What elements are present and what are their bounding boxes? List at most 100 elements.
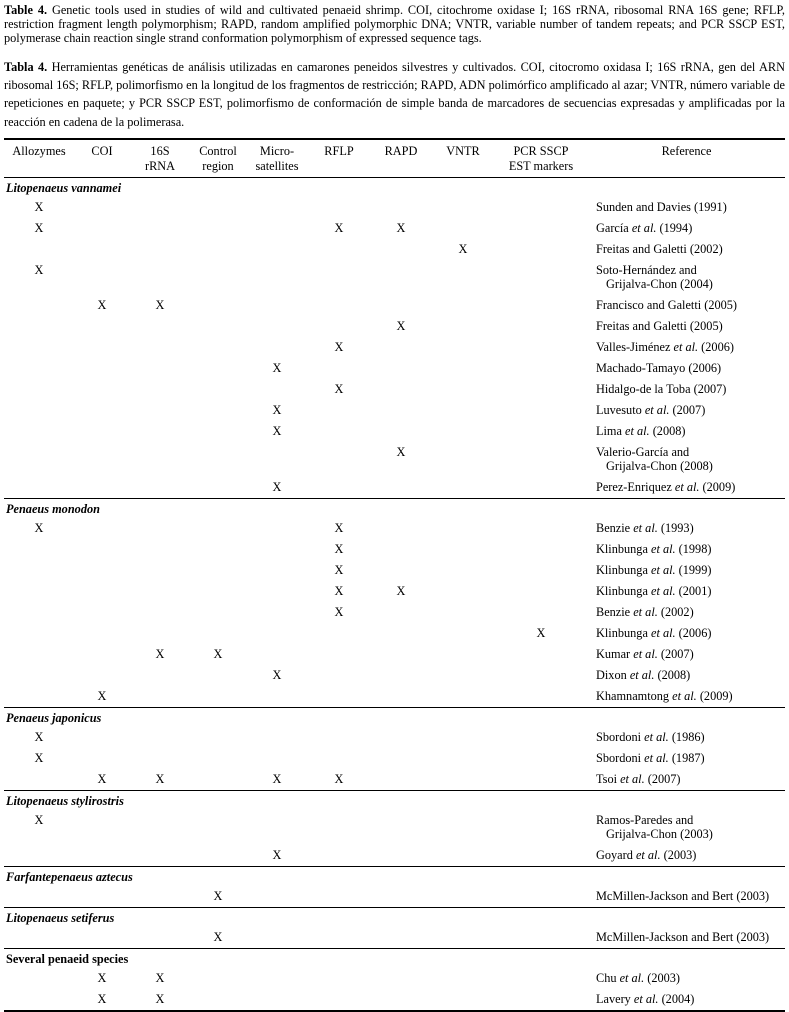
empty-cell — [4, 539, 74, 560]
empty-cell — [246, 927, 308, 949]
mark-cell: X — [272, 480, 282, 495]
empty-cell — [308, 400, 370, 421]
empty-cell — [308, 623, 370, 644]
empty-cell — [74, 197, 130, 218]
empty-cell — [130, 727, 190, 748]
empty-cell — [370, 665, 432, 686]
empty-cell — [494, 845, 588, 867]
empty-cell — [246, 623, 308, 644]
empty-cell — [308, 727, 370, 748]
mark-cell: X — [458, 242, 468, 257]
empty-cell — [130, 197, 190, 218]
reference-cell: Tsoi et al. (2007) — [596, 772, 681, 787]
species-row: Penaeus japonicus — [4, 708, 785, 728]
table-row: X Machado-Tamayo (2006) — [4, 358, 785, 379]
empty-cell — [494, 442, 588, 477]
table-row: X McMillen-Jackson and Bert (2003) — [4, 886, 785, 908]
reference-cell: Benzie et al. (2002) — [596, 605, 694, 620]
empty-cell — [4, 686, 74, 708]
empty-cell — [432, 316, 494, 337]
reference-cell: Kumar et al. (2007) — [596, 647, 694, 662]
reference-cell: Perez-Enriquez et al. (2009) — [596, 480, 736, 495]
reference-cell: Freitas and Galetti (2005) — [596, 319, 723, 334]
table-row: X Freitas and Galetti (2005) — [4, 316, 785, 337]
empty-cell — [370, 968, 432, 989]
empty-cell — [190, 239, 246, 260]
empty-cell — [370, 295, 432, 316]
empty-cell — [370, 886, 432, 908]
empty-cell — [130, 602, 190, 623]
reference-cell: Dixon et al. (2008) — [596, 668, 691, 683]
empty-cell — [370, 602, 432, 623]
empty-cell — [4, 442, 74, 477]
empty-cell — [4, 421, 74, 442]
mark-cell: X — [334, 772, 344, 787]
empty-cell — [494, 316, 588, 337]
mark-cell: X — [536, 626, 546, 641]
reference-cell: Valles-Jiménez et al. (2006) — [596, 340, 734, 355]
empty-cell — [432, 748, 494, 769]
empty-cell — [308, 316, 370, 337]
reference-cell: Lima et al. (2008) — [596, 424, 686, 439]
table-row: X Benzie et al. (2002) — [4, 602, 785, 623]
empty-cell — [190, 845, 246, 867]
empty-cell — [370, 727, 432, 748]
reference-cell: Klinbunga et al. (2006) — [596, 626, 712, 641]
empty-cell — [74, 927, 130, 949]
species-group: Farfantepenaeus aztecus X McMillen-Jackson… — [4, 866, 785, 908]
empty-cell — [432, 968, 494, 989]
empty-cell — [246, 218, 308, 239]
empty-cell — [494, 968, 588, 989]
mark-cell: X — [396, 445, 406, 460]
empty-cell — [432, 197, 494, 218]
empty-cell — [130, 400, 190, 421]
caption-spanish: Tabla 4. Herramientas genéticas de análi… — [4, 58, 785, 132]
table-row: X Dixon et al. (2008) — [4, 665, 785, 686]
empty-cell — [494, 927, 588, 949]
empty-cell — [370, 686, 432, 708]
reference-cell: Sbordoni et al. (1987) — [596, 751, 705, 766]
table-row: X Klinbunga et al. (1998) — [4, 539, 785, 560]
empty-cell — [130, 442, 190, 477]
empty-cell — [494, 560, 588, 581]
empty-cell — [494, 581, 588, 602]
empty-cell — [130, 886, 190, 908]
empty-cell — [130, 218, 190, 239]
species-row: Litopenaeus stylirostris — [4, 791, 785, 811]
species-group: Penaeus japonicus X Sbordoni et al. (1986)… — [4, 707, 785, 791]
empty-cell — [74, 886, 130, 908]
empty-cell — [190, 686, 246, 708]
table-row: X Klinbunga et al. (2006) — [4, 623, 785, 644]
mark-cell: X — [34, 263, 44, 278]
empty-cell — [246, 518, 308, 539]
reference-cell: Goyard et al. (2003) — [596, 848, 697, 863]
empty-cell — [432, 260, 494, 295]
empty-cell — [74, 623, 130, 644]
species-group: Litopenaeus vannamei X Sunden and Davies (… — [4, 177, 785, 499]
empty-cell — [190, 748, 246, 769]
empty-cell — [4, 989, 74, 1011]
mark-cell: X — [213, 889, 223, 904]
table-row: X Sbordoni et al. (1987) — [4, 748, 785, 769]
table-row: X Ramos-Paredes and Grijalva-Chon (2003) — [4, 810, 785, 845]
empty-cell — [494, 886, 588, 908]
empty-cell — [246, 560, 308, 581]
empty-cell — [370, 421, 432, 442]
mark-cell: X — [334, 221, 344, 236]
empty-cell — [246, 539, 308, 560]
mark-cell: X — [34, 730, 44, 745]
table-row: X Hidalgo-de la Toba (2007) — [4, 379, 785, 400]
table-row: X Sunden and Davies (1991) — [4, 197, 785, 218]
empty-cell — [246, 260, 308, 295]
mark-cell: X — [155, 971, 165, 986]
table-row: X X Benzie et al. (1993) — [4, 518, 785, 539]
empty-cell — [308, 477, 370, 499]
empty-cell — [494, 239, 588, 260]
empty-cell — [432, 769, 494, 791]
table-row: X Soto-Hernández and Grijalva-Chon (2004) — [4, 260, 785, 295]
column-header-control: Control region — [199, 144, 237, 174]
empty-cell — [308, 442, 370, 477]
column-header-allozymes: Allozymes — [12, 144, 66, 159]
empty-cell — [246, 968, 308, 989]
